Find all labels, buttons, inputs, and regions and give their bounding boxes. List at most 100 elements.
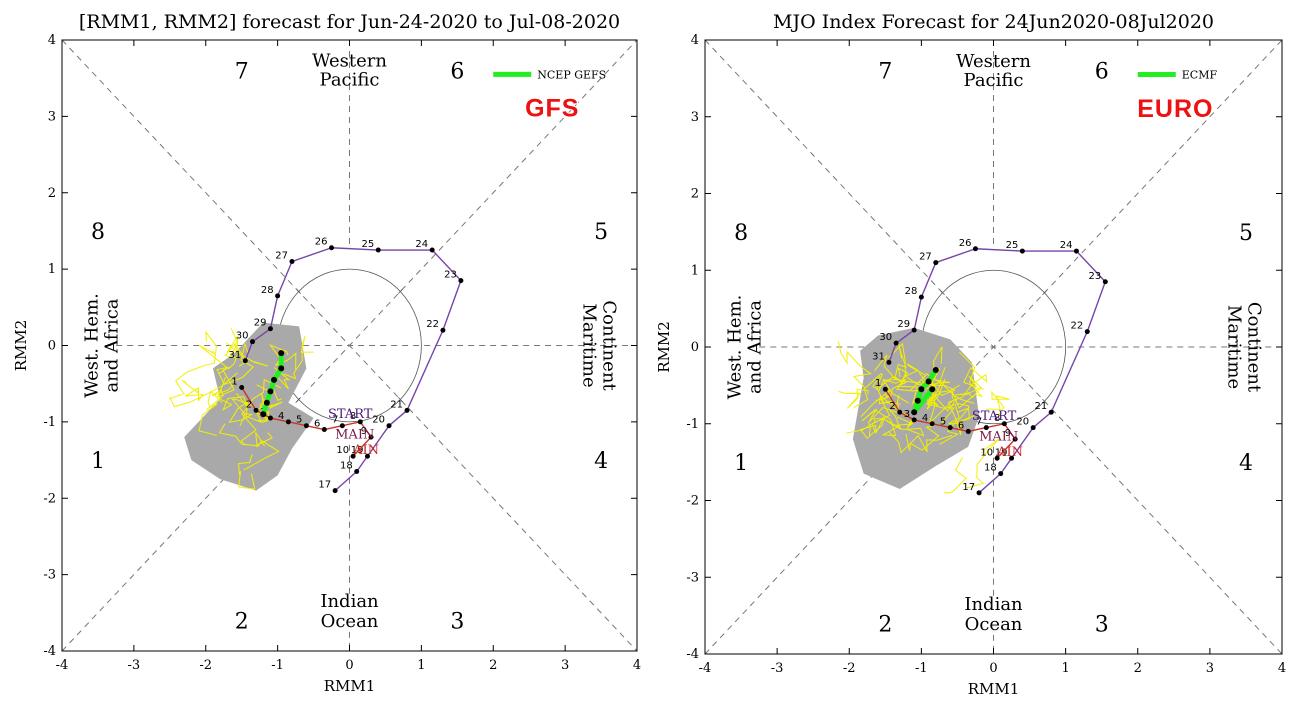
y-tick-label: 3 bbox=[48, 109, 56, 124]
day-label: 6 bbox=[314, 419, 320, 430]
day-label: 4 bbox=[922, 413, 928, 424]
ensemble-member-line bbox=[216, 342, 255, 385]
observed-day-point bbox=[386, 423, 392, 429]
main-label: MAIN bbox=[335, 428, 374, 443]
phase-number-7: 7 bbox=[235, 60, 249, 85]
circle-tick bbox=[296, 289, 302, 294]
ensemble-member-line bbox=[198, 390, 223, 436]
day-label: 24 bbox=[415, 239, 428, 250]
day-label: 18 bbox=[984, 463, 997, 474]
y-axis-label: RMM2 bbox=[655, 321, 673, 373]
day-label: 5 bbox=[940, 417, 946, 428]
ensemble-member-line bbox=[887, 342, 919, 405]
observed-day-point bbox=[239, 385, 245, 391]
region-label-bottom: Indian bbox=[320, 591, 379, 612]
phase-number-5: 5 bbox=[1239, 221, 1253, 246]
day-label: 17 bbox=[962, 482, 975, 493]
observed-day-point bbox=[429, 247, 435, 253]
region-label-top: Western bbox=[956, 51, 1031, 72]
observed-day-point bbox=[976, 490, 982, 496]
y-tick-label: 1 bbox=[48, 262, 56, 277]
phase-number-6: 6 bbox=[450, 60, 464, 85]
ensemble-member-line bbox=[837, 341, 872, 388]
ensemble-mean-point bbox=[278, 365, 285, 372]
circle-tick bbox=[1042, 398, 1047, 404]
observed-day-point bbox=[929, 421, 935, 427]
x-tick-label: -2 bbox=[843, 661, 856, 676]
x-tick-label: -1 bbox=[915, 661, 928, 676]
ensemble-member-line bbox=[224, 327, 239, 359]
x-tick-label: -2 bbox=[199, 658, 212, 673]
gfs-mjo-phase-chart: [RMM1, RMM2] forecast for Jun-24-2020 to… bbox=[12, 11, 641, 695]
day-label: 30 bbox=[236, 331, 249, 342]
observed-day-point bbox=[339, 423, 345, 429]
observed-day-point bbox=[1048, 409, 1054, 415]
observed-day-point bbox=[332, 488, 338, 494]
model-tag-label: EURO bbox=[1137, 95, 1213, 123]
observed-day-point bbox=[357, 419, 363, 425]
day-label: 27 bbox=[919, 252, 932, 263]
y-tick-label: 2 bbox=[48, 186, 56, 201]
x-tick-label: 3 bbox=[1206, 661, 1214, 676]
day-label: 22 bbox=[1071, 321, 1084, 332]
day-label: 22 bbox=[426, 319, 439, 330]
ensemble-mean-point bbox=[260, 411, 267, 418]
day-label: 30 bbox=[879, 332, 892, 343]
observed-day-point bbox=[285, 419, 291, 425]
observed-day-point bbox=[965, 428, 971, 434]
observed-day-point bbox=[458, 278, 464, 284]
ensemble-member-line bbox=[853, 372, 901, 409]
ensemble-member-line bbox=[963, 366, 988, 391]
phase-number-2: 2 bbox=[235, 609, 249, 634]
observed-day-point bbox=[983, 425, 989, 431]
observed-day-point bbox=[998, 471, 1004, 477]
ensemble-member-line bbox=[966, 438, 1000, 489]
region-label-right: Maritime bbox=[1223, 305, 1244, 389]
y-tick-label: -4 bbox=[686, 647, 699, 662]
y-tick-label: -2 bbox=[43, 491, 56, 506]
x-tick-label: 0 bbox=[345, 658, 353, 673]
region-label-left: and Africa bbox=[102, 298, 123, 392]
region-label-left: West. Hem. bbox=[725, 295, 746, 400]
ensemble-member-line bbox=[838, 388, 869, 409]
day-label: 18 bbox=[340, 461, 353, 472]
observed-day-point bbox=[911, 327, 917, 333]
day-label: 19 bbox=[351, 445, 364, 456]
observed-day-point bbox=[1009, 455, 1015, 461]
observed-day-point bbox=[882, 386, 888, 392]
x-tick-label: -1 bbox=[271, 658, 284, 673]
region-label-bottom: Indian bbox=[964, 594, 1023, 615]
phase-number-7: 7 bbox=[878, 60, 892, 85]
observed-day-point bbox=[893, 340, 899, 346]
observed-day-point bbox=[242, 358, 248, 364]
ensemble-member-line bbox=[181, 380, 204, 402]
region-label-bottom: Ocean bbox=[321, 611, 379, 632]
day-label: 27 bbox=[275, 250, 288, 261]
day-label: 7 bbox=[976, 417, 982, 428]
ensemble-member-line bbox=[875, 376, 908, 401]
phase-number-8: 8 bbox=[734, 221, 748, 246]
observed-day-point bbox=[267, 415, 273, 421]
day-label: 28 bbox=[905, 286, 918, 297]
phase-number-8: 8 bbox=[91, 220, 105, 245]
x-tick-label: -4 bbox=[56, 658, 69, 673]
observed-day-point bbox=[350, 453, 356, 459]
region-label-left: West. Hem. bbox=[82, 293, 103, 398]
ain-label: AIN bbox=[352, 443, 379, 458]
region-label-left: and Africa bbox=[745, 300, 766, 394]
day-label: 17 bbox=[318, 480, 331, 491]
ensemble-mean-point bbox=[911, 409, 918, 416]
main-label: MAIN bbox=[979, 430, 1018, 445]
ensemble-mean-point bbox=[267, 388, 274, 395]
y-tick-label: -1 bbox=[686, 417, 699, 432]
ensemble-spread-group bbox=[169, 322, 314, 491]
x-tick-label: 2 bbox=[489, 658, 497, 673]
day-label: 1 bbox=[231, 377, 237, 388]
legend-label: ECMF bbox=[1182, 69, 1218, 82]
ensemble-member-line bbox=[243, 432, 280, 471]
ensemble-mean-point bbox=[914, 397, 921, 404]
ensemble-mean-point bbox=[932, 367, 939, 374]
ensemble-member-line bbox=[888, 431, 953, 454]
chart-title: [RMM1, RMM2] forecast for Jun-24-2020 to… bbox=[79, 11, 620, 33]
day-label: 3 bbox=[904, 409, 910, 420]
